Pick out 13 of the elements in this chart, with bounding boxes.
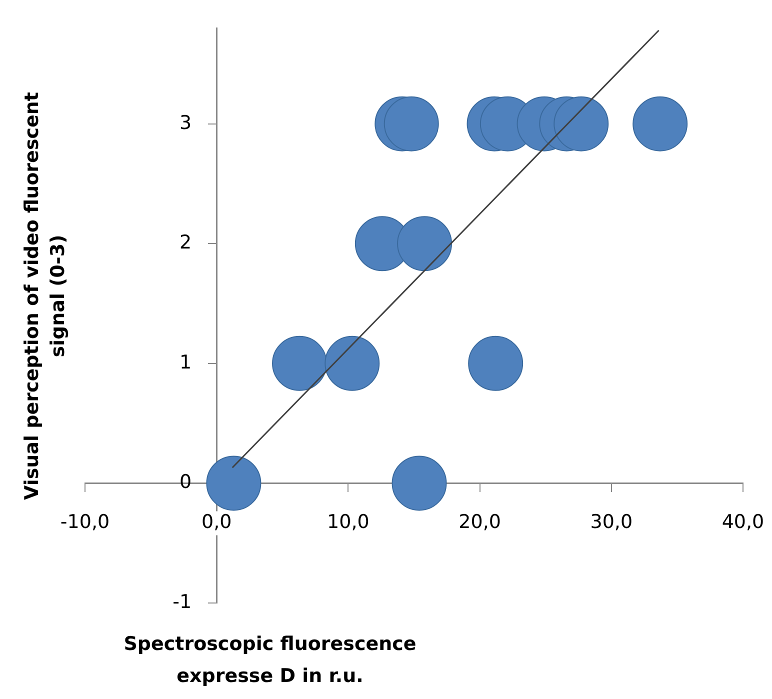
- x-tick-label: 20,0: [458, 511, 501, 534]
- x-axis-title: Spectroscopic fluorescence expresse D in r.u.: [122, 632, 418, 689]
- y-tick-label: 0: [180, 471, 192, 494]
- y-tick-label: -1: [172, 590, 192, 613]
- y-tick-label: 1: [180, 351, 192, 374]
- y-axis-title: Visual perception of video fluorescent signal (0-3): [20, 90, 70, 502]
- y-tick-label: 2: [180, 232, 192, 254]
- x-tick-label: 40,0: [722, 511, 764, 534]
- x-tick-label: 0,0: [201, 511, 232, 534]
- x-tick-label: 30,0: [590, 511, 633, 534]
- x-tick-label: 10,0: [327, 511, 370, 534]
- y-tick-label: 3: [180, 112, 192, 134]
- x-tick-label: -10,0: [60, 511, 110, 534]
